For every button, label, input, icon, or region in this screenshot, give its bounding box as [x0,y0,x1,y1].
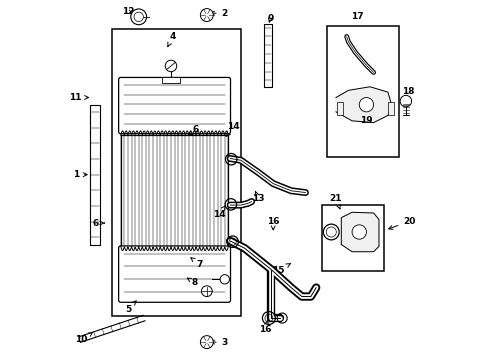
Text: 21: 21 [329,194,342,209]
Text: 16: 16 [266,217,279,230]
Text: 13: 13 [251,191,264,203]
Circle shape [165,60,176,72]
Text: 14: 14 [226,122,240,136]
Bar [264,24,271,87]
Polygon shape [341,212,378,252]
Bar [90,105,100,244]
Text: 9: 9 [266,14,273,23]
Circle shape [220,275,229,284]
Bar [387,102,393,116]
Bar [336,102,343,116]
Text: 20: 20 [388,217,415,229]
Circle shape [325,227,336,237]
Text: 11: 11 [69,93,88,102]
Text: 6: 6 [92,219,104,228]
Text: 15: 15 [272,264,290,275]
Text: 12: 12 [122,7,134,16]
Text: 10: 10 [75,332,93,344]
Text: 1: 1 [73,170,87,179]
Text: 19: 19 [359,116,372,125]
Circle shape [399,95,411,107]
Circle shape [351,225,366,239]
Circle shape [200,336,213,348]
FancyBboxPatch shape [119,246,230,302]
Circle shape [134,12,143,22]
Text: 5: 5 [124,301,136,314]
Circle shape [131,9,146,25]
FancyBboxPatch shape [119,77,230,134]
Text: 7: 7 [190,258,203,269]
Bar [162,77,180,83]
Text: 16: 16 [259,320,271,334]
Circle shape [323,224,339,240]
Text: 2: 2 [210,9,227,18]
Text: 3: 3 [210,338,227,347]
Text: 6: 6 [187,125,199,135]
Text: 17: 17 [350,12,363,21]
Text: 4: 4 [167,32,176,46]
Bar [112,30,241,316]
Circle shape [200,9,213,22]
Text: 18: 18 [402,86,414,101]
Circle shape [201,286,212,297]
Polygon shape [335,87,391,123]
Circle shape [359,98,373,112]
Text: 14: 14 [213,206,225,219]
Bar [326,26,398,157]
Text: 8: 8 [187,278,197,287]
Bar [321,205,384,271]
